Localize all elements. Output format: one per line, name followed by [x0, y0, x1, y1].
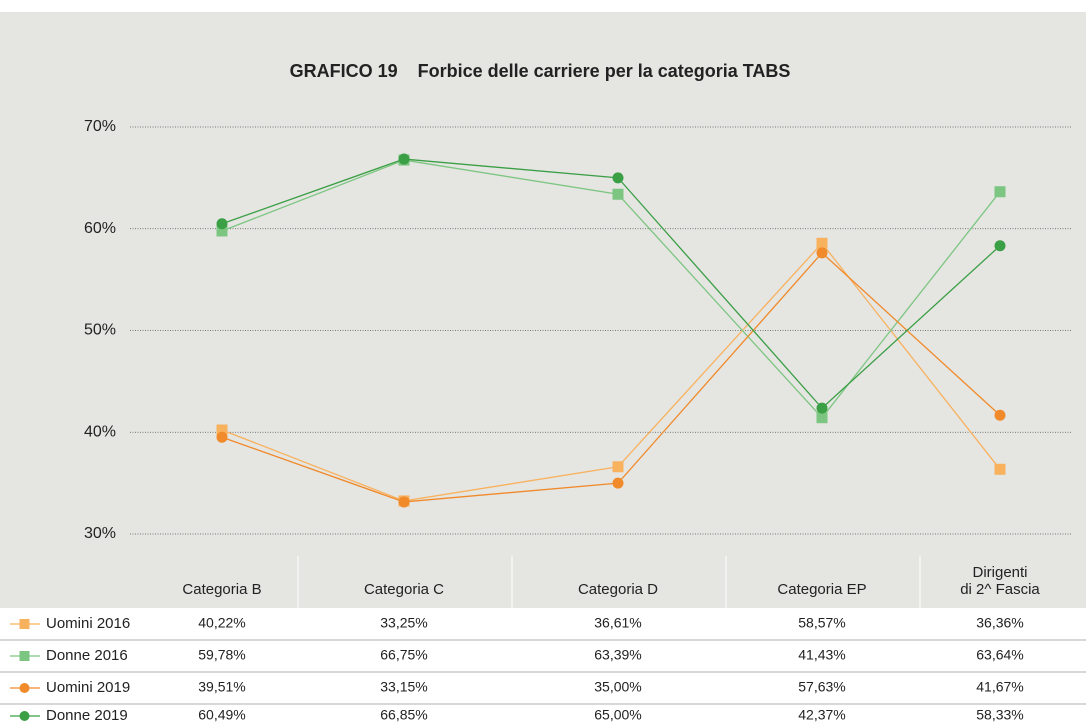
table-cell: 36,36%: [976, 615, 1023, 631]
table-cell: 60,49%: [198, 707, 245, 723]
y-tick-label: 50%: [84, 322, 116, 339]
table-cell: 39,51%: [198, 679, 245, 695]
legend-marker: [19, 711, 30, 721]
marker: [216, 424, 228, 436]
table-cell: 59,78%: [198, 647, 245, 663]
table-cell: 66,75%: [380, 647, 427, 663]
marker: [994, 186, 1006, 198]
table-cell: 63,39%: [594, 647, 641, 663]
x-tick-label: Categoria D: [578, 581, 658, 598]
table-cell: 57,63%: [798, 679, 845, 695]
marker: [398, 496, 410, 508]
x-tick-label: Categoria B: [182, 581, 261, 598]
marker: [816, 412, 828, 424]
marker: [216, 218, 228, 230]
table-cell: 66,85%: [380, 707, 427, 723]
table-cell: 40,22%: [198, 615, 245, 631]
marker: [816, 247, 828, 259]
table-cell: 33,25%: [380, 615, 427, 631]
marker: [994, 463, 1006, 475]
table-cell: 58,57%: [798, 615, 845, 631]
marker: [994, 240, 1006, 252]
y-tick-label: 70%: [84, 118, 116, 135]
marker: [398, 153, 410, 165]
y-tick-label: 40%: [84, 423, 116, 440]
marker: [816, 402, 828, 414]
marker: [612, 188, 624, 200]
legend-label: Donne 2019: [46, 707, 128, 724]
marker: [816, 237, 828, 249]
legend-label: Uomini 2016: [46, 615, 130, 632]
marker: [612, 461, 624, 473]
table-cell: 41,67%: [976, 679, 1023, 695]
table-cell: 42,37%: [798, 707, 845, 723]
marker: [994, 409, 1006, 421]
chart-title: GRAFICO 19 Forbice delle carriere per la…: [290, 61, 791, 81]
legend-label: Donne 2016: [46, 647, 128, 664]
legend-marker: [19, 683, 30, 693]
table-cell: 58,33%: [976, 707, 1023, 723]
legend-marker: [19, 619, 30, 629]
y-tick-label: 60%: [84, 220, 116, 237]
table-cell: 41,43%: [798, 647, 845, 663]
y-tick-label: 30%: [84, 525, 116, 542]
table-cell: 65,00%: [594, 707, 641, 723]
table-cell: 35,00%: [594, 679, 641, 695]
chart-background: [0, 12, 1086, 608]
marker: [612, 477, 624, 489]
marker: [216, 225, 228, 237]
table-cell: 36,61%: [594, 615, 641, 631]
marker: [612, 172, 624, 184]
legend-marker: [19, 651, 30, 661]
table-cell: 33,15%: [380, 679, 427, 695]
x-tick-label: Categoria EP: [777, 581, 866, 598]
x-tick-label: Categoria C: [364, 581, 444, 598]
table-cell: 63,64%: [976, 647, 1023, 663]
x-tick-label: Dirigenti di 2^ Fascia: [960, 564, 1040, 598]
marker: [216, 431, 228, 443]
legend-label: Uomini 2019: [46, 679, 130, 696]
